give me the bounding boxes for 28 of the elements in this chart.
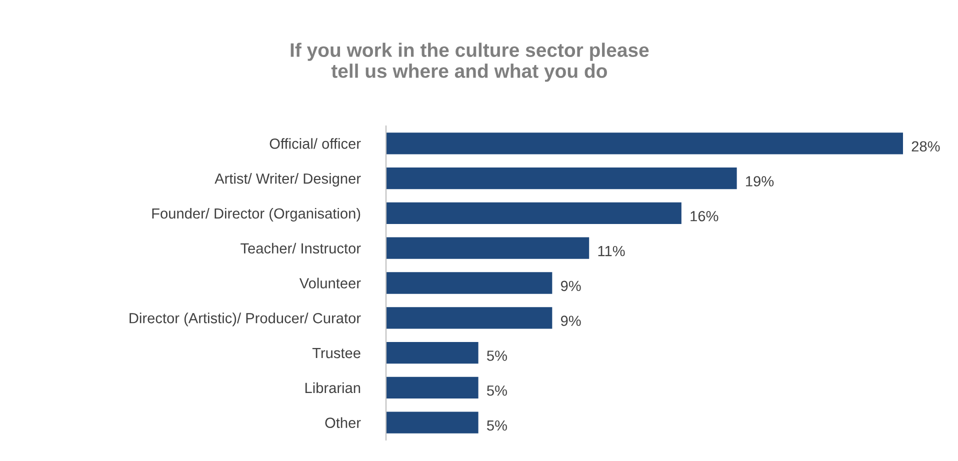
data-label: 9%: [560, 280, 581, 292]
bar: [386, 202, 682, 224]
data-label: 16%: [690, 210, 718, 222]
bar: [386, 272, 552, 294]
y-tick-label: Founder/ Director (Organisation): [152, 208, 360, 222]
bar: [386, 342, 478, 364]
y-tick-label: Artist/ Writer/ Designer: [214, 173, 361, 187]
y-tick-label: Official/ officer: [270, 138, 361, 149]
bar: [386, 307, 552, 329]
y-tick-label: Volunteer: [299, 278, 361, 288]
data-label: 5%: [487, 386, 507, 396]
y-tick-label: Other: [325, 417, 361, 428]
data-label: 11%: [598, 246, 625, 256]
bar: [386, 168, 737, 190]
bar: [386, 376, 478, 398]
y-tick-label: Librarian: [305, 382, 360, 394]
y-tick-label: Teacher/ Instructor: [240, 242, 361, 254]
bar: [386, 132, 903, 154]
data-label: 5%: [487, 420, 507, 431]
y-tick-label: Director (Artistic)/ Producer/ Curator: [130, 312, 361, 326]
data-label: 19%: [746, 176, 774, 186]
bar: [386, 237, 590, 259]
y-tick-label: Trustee: [312, 348, 360, 358]
data-label: 9%: [560, 316, 581, 326]
data-label: 28%: [912, 141, 940, 152]
bar: [386, 412, 478, 434]
chart-title: If you work in the culture sector please tell us where and what you do: [290, 42, 649, 82]
data-label: 5%: [487, 350, 507, 361]
